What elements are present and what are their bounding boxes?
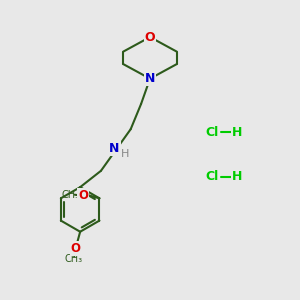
Text: CH₃: CH₃: [64, 254, 83, 264]
Text: H: H: [232, 170, 242, 183]
Text: N: N: [145, 72, 155, 85]
Text: O: O: [78, 189, 88, 202]
Text: Cl: Cl: [206, 170, 219, 183]
Text: H: H: [232, 126, 242, 139]
Text: O: O: [71, 242, 81, 255]
Text: CH₃: CH₃: [61, 190, 80, 200]
Text: O: O: [145, 31, 155, 44]
Text: Cl: Cl: [206, 126, 219, 139]
Text: H: H: [121, 148, 130, 159]
Text: N: N: [109, 142, 119, 155]
